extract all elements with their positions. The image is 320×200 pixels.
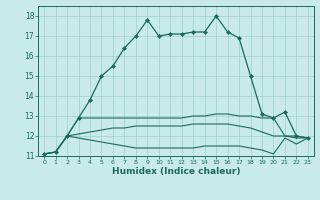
X-axis label: Humidex (Indice chaleur): Humidex (Indice chaleur) bbox=[112, 167, 240, 176]
